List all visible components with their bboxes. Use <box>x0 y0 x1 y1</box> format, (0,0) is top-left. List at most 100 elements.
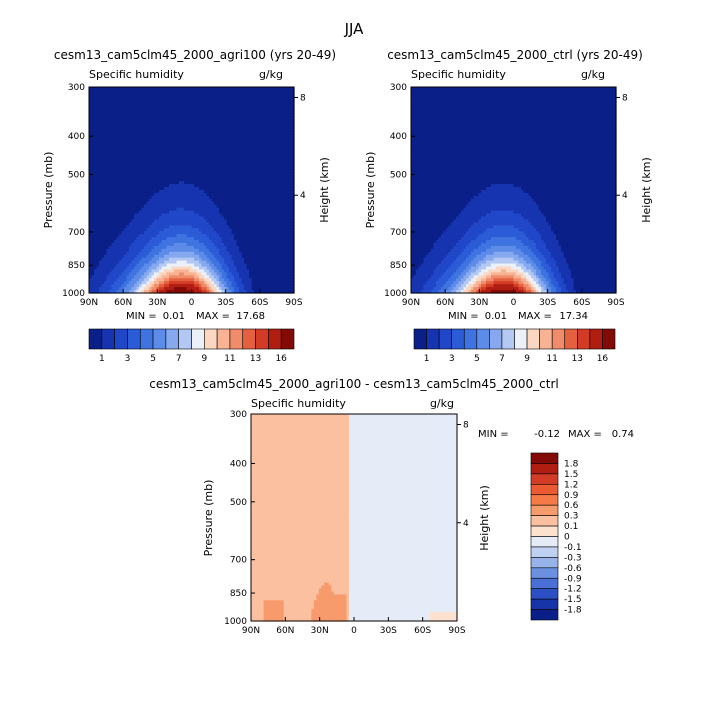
contour-cell <box>136 101 140 106</box>
contour-cell <box>111 104 115 109</box>
contour-cell <box>154 131 158 135</box>
contour-cell <box>289 92 293 97</box>
contour-cell <box>261 128 265 132</box>
contour-cell <box>176 98 180 103</box>
contour-cell <box>204 89 208 94</box>
contour-cell <box>181 107 185 112</box>
contour-cell <box>199 119 203 123</box>
contour-cell <box>241 125 245 129</box>
contour-cell <box>116 119 120 123</box>
contour-cell <box>276 92 280 97</box>
contour-cell <box>191 89 195 94</box>
contour-cell <box>94 95 98 100</box>
contour-cell <box>184 134 188 138</box>
contour-cell <box>219 92 223 97</box>
contour-cell <box>106 107 110 112</box>
contour-cell <box>279 101 283 106</box>
contour-cell <box>116 89 120 94</box>
contour-cell <box>181 134 185 138</box>
contour-cell <box>274 119 278 123</box>
contour-cell <box>271 116 275 120</box>
contour-cell <box>149 92 153 97</box>
contour-cell <box>129 101 133 106</box>
contour-cell <box>101 92 105 97</box>
contour-cell <box>274 92 278 97</box>
contour-cell <box>176 113 180 118</box>
contour-cell <box>261 119 265 123</box>
contour-cell <box>154 101 158 106</box>
contour-cell <box>234 110 238 115</box>
contour-cell <box>149 101 153 106</box>
contour-cell <box>264 98 268 103</box>
contour-cell <box>171 131 175 135</box>
contour-cell <box>104 131 108 135</box>
contour-cell <box>101 128 105 132</box>
contour-cell <box>199 131 203 135</box>
contour-cell <box>261 89 265 94</box>
contour-cell <box>114 104 118 109</box>
contour-cell <box>194 110 198 115</box>
contour-cell <box>269 110 273 115</box>
contour-cell <box>214 107 218 112</box>
contour-cell <box>211 119 215 123</box>
contour-cell <box>159 131 163 135</box>
contour-cell <box>239 110 243 115</box>
contour-cell <box>149 128 153 132</box>
contour-cell <box>171 119 175 123</box>
contour-cell <box>149 134 153 138</box>
contour-cell <box>249 87 253 91</box>
contour-cell <box>109 98 113 103</box>
contour-cell <box>199 104 203 109</box>
contour-cell <box>106 87 110 91</box>
contour-cell <box>106 101 110 106</box>
contour-cell <box>166 107 170 112</box>
contour-cell <box>189 98 193 103</box>
contour-cell <box>104 110 108 115</box>
contour-cell <box>189 87 193 91</box>
contour-cell <box>94 92 98 97</box>
contour-cell <box>149 89 153 94</box>
contour-cell <box>134 89 138 94</box>
contour-cell <box>199 87 203 91</box>
contour-cell <box>286 122 290 126</box>
contour-cell <box>154 116 158 120</box>
contour-cell <box>229 101 233 106</box>
contour-cell <box>209 131 213 135</box>
contour-cell <box>214 122 218 126</box>
contour-cell <box>291 98 295 103</box>
contour-cell <box>189 128 193 132</box>
contour-cell <box>211 131 215 135</box>
contour-cell <box>226 131 230 135</box>
contour-cell <box>239 87 243 91</box>
contour-cell <box>206 92 210 97</box>
contour-cell <box>206 131 210 135</box>
contour-cell <box>224 131 228 135</box>
contour-cell <box>264 89 268 94</box>
contour-cell <box>144 107 148 112</box>
contour-cell <box>281 95 285 100</box>
contour-cell <box>124 116 128 120</box>
contour-cell <box>186 131 190 135</box>
contour-cell <box>199 134 203 138</box>
contour-cell <box>109 104 113 109</box>
contour-cell <box>131 87 135 91</box>
contour-cell <box>274 107 278 112</box>
contour-cell <box>179 134 183 138</box>
contour-cell <box>144 113 148 118</box>
contour-cell <box>176 128 180 132</box>
contour-cell <box>271 95 275 100</box>
contour-cell <box>259 101 263 106</box>
contour-cell <box>229 95 233 100</box>
contour-cell <box>141 113 145 118</box>
contour-cell <box>266 95 270 100</box>
contour-cell <box>291 125 295 129</box>
contour-cell <box>176 119 180 123</box>
contour-cell <box>211 89 215 94</box>
contour-cell <box>131 107 135 112</box>
contour-cell <box>234 125 238 129</box>
contour-cell <box>141 134 145 138</box>
contour-cell <box>191 104 195 109</box>
contour-cell <box>284 119 288 123</box>
contour-cell <box>209 113 213 118</box>
contour-cell <box>211 110 215 115</box>
